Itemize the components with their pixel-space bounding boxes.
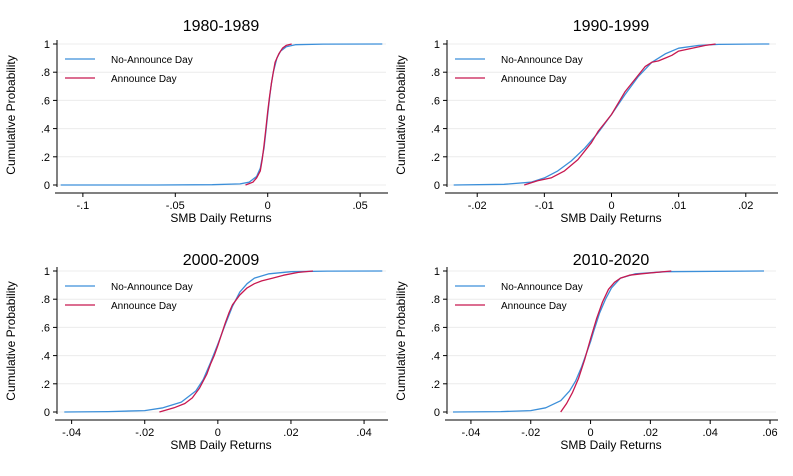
x-tick-label: .02 [283, 427, 298, 439]
y-tick-label: .8 [41, 67, 50, 79]
y-tick-label: .4 [41, 351, 50, 363]
y-axis-label: Cumulative Probability [394, 55, 408, 174]
x-tick-label: -.04 [62, 427, 81, 439]
x-tick-label: .06 [762, 427, 777, 439]
x-tick-label: -.02 [135, 427, 154, 439]
series-line-announce [560, 270, 672, 413]
y-tick-label: 1 [434, 39, 440, 51]
chart-title: 2010-2020 [573, 252, 650, 269]
y-tick-label: .8 [431, 67, 440, 79]
chart-panel-1: 0 .2 .4 .6 .8 1 -.1 -.05 0 .05 No-Announce Day Anno… [4, 18, 388, 225]
y-axis-label: Cumulative Probability [4, 281, 18, 400]
series-line-announce [245, 43, 292, 186]
y-tick-label: .6 [41, 322, 50, 334]
x-tick-label: -.02 [468, 200, 487, 212]
legend-label-announce: Announce Day [501, 301, 567, 312]
y-tick-label: 1 [434, 266, 440, 278]
legend-label-no-announce: No-Announce Day [501, 55, 583, 66]
x-tick-label: 0 [215, 427, 221, 439]
series-line-announce [159, 270, 313, 413]
legend-label-no-announce: No-Announce Day [501, 282, 583, 293]
y-tick-label: .6 [431, 95, 440, 107]
chart-title: 1990-1999 [573, 18, 650, 35]
chart-panel-2: 0 .2 .4 .6 .8 1 -.02 -.01 0 .01 .02 No-Announce Day… [394, 18, 778, 225]
x-axis-label: SMB Daily Returns [560, 211, 661, 225]
x-axis-label: SMB Daily Returns [170, 438, 271, 452]
x-tick-label: .04 [356, 427, 371, 439]
x-axis-label: SMB Daily Returns [560, 438, 661, 452]
y-tick-label: 0 [44, 180, 50, 192]
x-tick-label: 0 [608, 200, 614, 212]
x-tick-label: -.04 [461, 427, 480, 439]
legend-label-no-announce: No-Announce Day [111, 55, 193, 66]
y-tick-label: 1 [44, 39, 50, 51]
y-tick-label: .4 [41, 124, 50, 136]
series-line-no-announce [453, 43, 770, 186]
x-tick-label: -.01 [535, 200, 554, 212]
y-axis-label: Cumulative Probability [394, 281, 408, 400]
y-tick-label: .2 [41, 379, 50, 391]
x-tick-label: -.05 [166, 200, 185, 212]
y-tick-label: .8 [41, 294, 50, 306]
legend-label-no-announce: No-Announce Day [111, 282, 193, 293]
series-line-no-announce [60, 43, 383, 186]
y-tick-label: .4 [431, 351, 440, 363]
x-axis-label: SMB Daily Returns [170, 211, 271, 225]
y-tick-label: .6 [431, 322, 440, 334]
x-tick-label: 0 [265, 200, 271, 212]
y-tick-label: .2 [431, 379, 440, 391]
x-tick-label: -.1 [76, 200, 89, 212]
x-tick-label: .02 [738, 200, 753, 212]
x-tick-label: -.02 [521, 427, 540, 439]
legend-label-announce: Announce Day [501, 74, 567, 85]
chart-title: 2000-2009 [183, 252, 260, 269]
x-tick-label: 0 [588, 427, 594, 439]
y-tick-label: 1 [44, 266, 50, 278]
series-line-announce [524, 43, 716, 186]
y-tick-label: 0 [44, 407, 50, 419]
y-tick-label: .2 [41, 152, 50, 164]
x-tick-label: .05 [352, 200, 367, 212]
y-tick-label: .4 [431, 124, 440, 136]
y-tick-label: .2 [431, 152, 440, 164]
y-tick-label: .8 [431, 294, 440, 306]
legend-label-announce: Announce Day [111, 74, 177, 85]
x-tick-label: .01 [671, 200, 686, 212]
y-tick-label: 0 [434, 407, 440, 419]
chart-panel-3: 0 .2 .4 .6 .8 1 -.04 -.02 0 .02 .04 No-Announce Day… [4, 252, 388, 452]
y-tick-label: 0 [434, 180, 440, 192]
legend-label-announce: Announce Day [111, 301, 177, 312]
x-tick-label: .04 [703, 427, 718, 439]
chart-panel-4: 0 .2 .4 .6 .8 1 -.04 -.02 0 .02 .04 .06 No-Announce … [394, 252, 778, 452]
y-tick-label: .6 [41, 95, 50, 107]
chart-title: 1980-1989 [183, 18, 260, 35]
series-line-no-announce [452, 270, 765, 413]
x-tick-label: .02 [643, 427, 658, 439]
y-axis-label: Cumulative Probability [4, 55, 18, 174]
